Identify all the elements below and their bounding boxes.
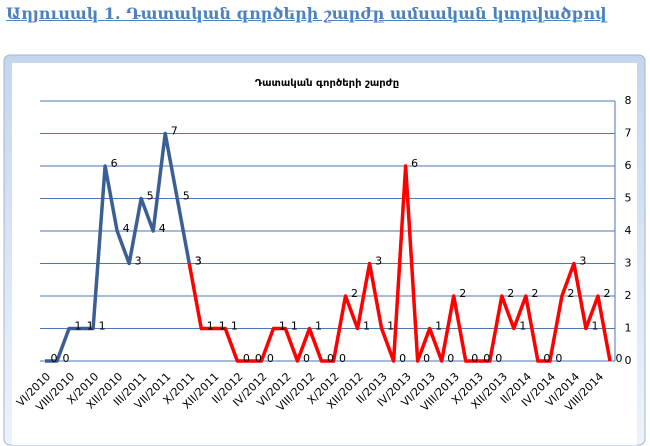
data-label: 1 (279, 320, 286, 333)
data-label: 0 (555, 352, 562, 365)
data-label: 1 (219, 320, 226, 333)
data-label: 3 (195, 255, 202, 268)
data-label: 2 (459, 287, 466, 300)
data-label: 7 (171, 125, 178, 138)
data-label: 3 (135, 255, 142, 268)
data-label: 0 (483, 352, 490, 365)
data-label: 0 (267, 352, 274, 365)
line-series (45, 131, 191, 363)
y-tick-label: 5 (625, 192, 632, 205)
data-label: 0 (327, 352, 334, 365)
plot-background (12, 63, 637, 445)
data-label: 0 (543, 352, 550, 365)
data-label: 0 (399, 352, 406, 365)
data-label: 2 (507, 287, 514, 300)
data-label: 2 (567, 287, 574, 300)
data-label: 3 (579, 255, 586, 268)
data-label: 4 (123, 222, 130, 235)
data-label: 1 (87, 320, 94, 333)
data-label: 0 (339, 352, 346, 365)
data-label: 0 (243, 352, 250, 365)
y-tick-label: 3 (625, 257, 632, 270)
data-label: 1 (231, 320, 238, 333)
data-label: 4 (159, 222, 166, 235)
data-label: 0 (447, 352, 454, 365)
data-label: 0 (51, 352, 58, 365)
data-label: 0 (63, 352, 70, 365)
y-tick-label: 7 (625, 127, 632, 140)
data-label: 1 (315, 320, 322, 333)
chart-title: Դատական գործերի շարժը (255, 78, 399, 89)
data-label: 0 (495, 352, 502, 365)
data-label: 1 (519, 320, 526, 333)
y-tick-label: 4 (625, 224, 632, 237)
y-tick-label: 8 (625, 94, 632, 107)
data-label: 1 (291, 320, 298, 333)
line-series (187, 164, 612, 363)
y-tick-label: 1 (625, 322, 632, 335)
data-label: 3 (195, 255, 202, 268)
data-label: 5 (183, 190, 190, 203)
data-label: 3 (375, 255, 382, 268)
data-label: 0 (303, 352, 310, 365)
y-tick-label: 6 (625, 159, 632, 172)
data-label: 2 (603, 287, 610, 300)
data-label: 1 (363, 320, 370, 333)
data-label: 6 (411, 157, 418, 170)
data-label: 6 (111, 157, 118, 170)
data-label: 5 (147, 190, 154, 203)
data-label: 2 (351, 287, 358, 300)
data-label: 1 (207, 320, 214, 333)
data-label: 0 (255, 352, 262, 365)
data-label: 1 (591, 320, 598, 333)
data-label: 0 (423, 352, 430, 365)
y-tick-label: 2 (625, 289, 632, 302)
data-label: 1 (387, 320, 394, 333)
data-label: 1 (99, 320, 106, 333)
y-tick-label: 0 (625, 354, 632, 367)
data-label: 1 (75, 320, 82, 333)
data-label: 0 (471, 352, 478, 365)
caption: Աղյուսակ 1. Դատական գործերի շարժը ամսակա… (6, 4, 607, 23)
data-label: 0 (616, 352, 623, 365)
data-label: 1 (435, 320, 442, 333)
data-label: 2 (531, 287, 538, 300)
